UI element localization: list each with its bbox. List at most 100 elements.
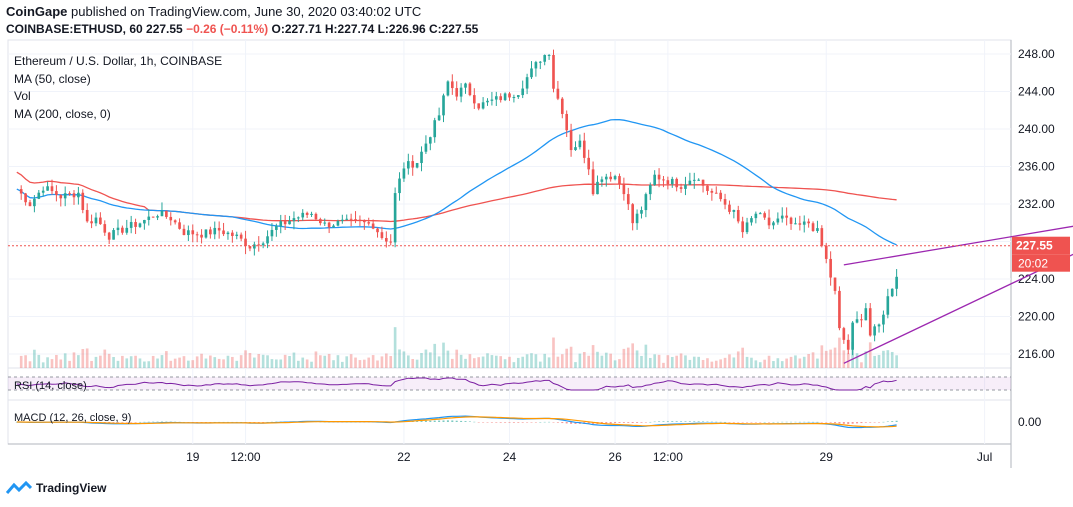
candle-body[interactable] — [112, 230, 115, 240]
candle-body[interactable] — [838, 290, 841, 329]
candle-body[interactable] — [666, 180, 670, 185]
candle-body[interactable] — [587, 157, 591, 170]
candle-body[interactable] — [231, 232, 234, 236]
candle-body[interactable] — [574, 147, 577, 151]
candle-body[interactable] — [151, 216, 155, 218]
candle-body[interactable] — [121, 227, 124, 233]
wedge-lower-line[interactable] — [843, 227, 1073, 364]
candle-body[interactable] — [160, 210, 164, 217]
candle-body[interactable] — [728, 204, 731, 212]
candle-body[interactable] — [195, 234, 199, 236]
candle-body[interactable] — [833, 277, 837, 291]
candle-body[interactable] — [270, 229, 274, 237]
candle-body[interactable] — [77, 192, 80, 198]
legend-vol[interactable]: Vol — [14, 89, 31, 103]
candle-body[interactable] — [305, 212, 309, 215]
candle-body[interactable] — [332, 225, 335, 228]
candle-body[interactable] — [341, 219, 344, 221]
candle-body[interactable] — [811, 223, 815, 232]
candle-body[interactable] — [85, 209, 89, 222]
candle-body[interactable] — [604, 176, 608, 180]
wedge-upper-line[interactable] — [843, 215, 1073, 266]
candle-body[interactable] — [103, 224, 107, 233]
candle-body[interactable] — [319, 219, 322, 224]
candle-body[interactable] — [565, 113, 569, 131]
candle-body[interactable] — [19, 189, 23, 194]
candle-body[interactable] — [477, 103, 481, 109]
candle-body[interactable] — [534, 62, 538, 69]
candle-body[interactable] — [789, 217, 793, 224]
candle-body[interactable] — [648, 184, 652, 195]
candle-body[interactable] — [156, 216, 159, 218]
candle-body[interactable] — [367, 222, 371, 224]
candle-body[interactable] — [24, 193, 27, 203]
candle-body[interactable] — [706, 185, 709, 191]
candle-body[interactable] — [868, 308, 872, 336]
candle-body[interactable] — [178, 222, 181, 229]
candle-body[interactable] — [490, 99, 494, 101]
candle-body[interactable] — [327, 222, 331, 228]
candle-body[interactable] — [552, 55, 555, 89]
candle-body[interactable] — [591, 169, 595, 195]
candle-body[interactable] — [442, 95, 445, 116]
candle-body[interactable] — [134, 222, 137, 227]
candle-body[interactable] — [59, 194, 63, 199]
legend-ma200[interactable]: MA (200, close, 0) — [14, 106, 111, 121]
candle-body[interactable] — [719, 192, 722, 200]
candle-body[interactable] — [855, 319, 859, 323]
candle-body[interactable] — [679, 187, 683, 189]
candle-body[interactable] — [90, 221, 93, 224]
candle-body[interactable] — [618, 176, 621, 184]
candle-body[interactable] — [807, 221, 810, 224]
candle-body[interactable] — [275, 226, 278, 230]
candle-body[interactable] — [63, 193, 67, 199]
candle-body[interactable] — [301, 212, 305, 218]
candle-body[interactable] — [407, 161, 410, 169]
candle-body[interactable] — [371, 223, 375, 229]
candle-body[interactable] — [776, 218, 780, 223]
candle-body[interactable] — [521, 88, 525, 96]
rsi-label[interactable]: RSI (14, close) — [14, 380, 87, 392]
candle-body[interactable] — [204, 229, 208, 238]
candle-body[interactable] — [283, 221, 287, 225]
candle-body[interactable] — [310, 213, 313, 215]
candle-body[interactable] — [354, 219, 357, 221]
candle-body[interactable] — [895, 276, 898, 289]
candle-body[interactable] — [468, 83, 472, 96]
candle-body[interactable] — [455, 88, 459, 97]
candle-body[interactable] — [873, 326, 876, 336]
candle-body[interactable] — [297, 217, 300, 219]
candle-body[interactable] — [538, 61, 542, 63]
candle-body[interactable] — [376, 228, 379, 233]
candle-body[interactable] — [46, 186, 49, 191]
candle-body[interactable] — [50, 186, 54, 192]
candle-body[interactable] — [217, 227, 221, 231]
candle-body[interactable] — [257, 244, 261, 246]
legend-title[interactable]: Ethereum / U.S. Dollar, 1h, COINBASE — [14, 54, 223, 68]
candle-body[interactable] — [213, 227, 217, 235]
candle-body[interactable] — [824, 245, 828, 259]
candle-body[interactable] — [129, 222, 133, 228]
candle-body[interactable] — [239, 234, 243, 239]
candle-body[interactable] — [626, 194, 630, 205]
candle-body[interactable] — [688, 180, 692, 185]
candle-body[interactable] — [244, 238, 247, 247]
candle-body[interactable] — [428, 137, 432, 144]
candle-body[interactable] — [143, 219, 146, 224]
candle-body[interactable] — [398, 178, 401, 194]
candle-body[interactable] — [556, 88, 560, 99]
candle-body[interactable] — [860, 319, 863, 321]
candle-body[interactable] — [525, 77, 529, 89]
candle-body[interactable] — [877, 324, 881, 327]
candle-body[interactable] — [736, 210, 740, 222]
candle-body[interactable] — [794, 223, 797, 225]
candle-body[interactable] — [323, 222, 327, 224]
candle-body[interactable] — [33, 198, 36, 207]
candle-body[interactable] — [72, 193, 76, 198]
candle-body[interactable] — [279, 221, 283, 227]
candle-body[interactable] — [653, 174, 656, 185]
candle-body[interactable] — [758, 213, 762, 215]
candle-body[interactable] — [288, 220, 291, 225]
tradingview-logo[interactable]: TradingView — [6, 481, 106, 495]
